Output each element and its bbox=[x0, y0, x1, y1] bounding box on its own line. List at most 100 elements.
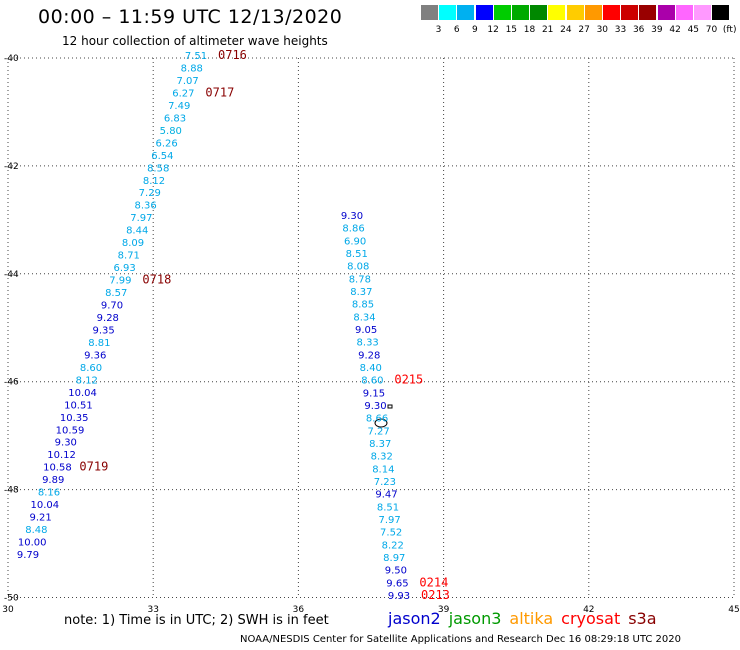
scale-swatch bbox=[603, 5, 620, 20]
wave-height-value: 8.08 bbox=[347, 262, 369, 273]
credit-line: NOAA/NESDIS Center for Satellite Applica… bbox=[240, 634, 682, 645]
wave-height-value: 8.51 bbox=[346, 249, 368, 260]
wave-height-value: 10.59 bbox=[56, 425, 85, 436]
wave-height-value: 9.93 bbox=[388, 591, 410, 602]
scale-label: 27 bbox=[578, 25, 590, 35]
wave-height-value: 8.12 bbox=[143, 176, 165, 187]
wave-height-value: 7.27 bbox=[368, 426, 390, 437]
satellite-track-west: 7.518.88 7.076.27 7.496.83 5.806.26 6.548.58… bbox=[17, 48, 247, 561]
scale-swatch bbox=[475, 5, 493, 20]
wave-height-value: 8.66 bbox=[366, 414, 388, 425]
scale-swatch bbox=[421, 5, 438, 20]
wave-height-value: 7.07 bbox=[176, 76, 198, 87]
time-label: 0215 bbox=[394, 373, 423, 387]
wave-height-value: 10.04 bbox=[68, 388, 97, 399]
wave-height-value: 9.30 bbox=[55, 438, 77, 449]
wave-height-value: 8.85 bbox=[352, 300, 374, 311]
wave-height-value: 9.21 bbox=[29, 513, 51, 524]
lat-tick-label: -44 bbox=[4, 270, 19, 280]
wave-height-value: 6.93 bbox=[113, 263, 135, 274]
wave-height-value: 10.51 bbox=[64, 400, 93, 411]
wave-height-value: 8.37 bbox=[350, 287, 372, 298]
coastline bbox=[374, 404, 393, 428]
scale-label: 12 bbox=[487, 25, 499, 35]
scale-label: 45 bbox=[687, 25, 700, 35]
lon-tick-label: 33 bbox=[147, 605, 158, 615]
scale-label: 30 bbox=[596, 25, 609, 35]
scale-swatch bbox=[584, 5, 602, 20]
scale-label: 33 bbox=[614, 25, 627, 35]
lat-tick-label: -50 bbox=[4, 594, 19, 604]
wave-height-value: 9.30 bbox=[341, 211, 363, 222]
lon-tick-label: 36 bbox=[293, 605, 305, 615]
wave-height-value: 8.09 bbox=[122, 238, 144, 249]
time-label: 0213 bbox=[421, 588, 450, 602]
scale-swatch bbox=[566, 5, 584, 20]
lon-tick-label: 45 bbox=[728, 605, 739, 615]
scale-label: 24 bbox=[560, 25, 572, 35]
lat-tick-label: -40 bbox=[4, 54, 19, 64]
wave-height-value: 8.78 bbox=[349, 274, 371, 285]
lon-tick-label: 42 bbox=[583, 605, 594, 615]
scale-label: 70 bbox=[705, 25, 718, 35]
wave-height-value: 10.00 bbox=[18, 538, 47, 549]
time-label: 0719 bbox=[79, 460, 108, 474]
wave-height-value: 8.88 bbox=[181, 63, 203, 74]
wave-height-value: 8.97 bbox=[383, 553, 405, 564]
scale-label: 15 bbox=[505, 25, 518, 35]
wave-height-value: 9.30 bbox=[364, 401, 386, 412]
wave-height-value: 7.29 bbox=[139, 188, 161, 199]
wave-height-value: 8.71 bbox=[118, 251, 140, 262]
axis-ticks: 30 33 36 39 42 45 -40 -42 -44 -46 -48 -50 bbox=[2, 54, 739, 615]
wave-height-value: 8.44 bbox=[126, 226, 148, 237]
legend-altika: altika bbox=[509, 609, 554, 628]
scale-label: 42 bbox=[669, 25, 681, 35]
wave-height-value: 9.15 bbox=[363, 388, 385, 399]
legend-s3a: s3a bbox=[628, 609, 657, 628]
wave-height-value: 9.35 bbox=[92, 325, 114, 336]
wave-height-value: 8.58 bbox=[147, 163, 169, 174]
wave-height-value: 9.05 bbox=[355, 325, 377, 336]
wave-height-value: 9.70 bbox=[101, 301, 123, 312]
wave-height-value: 10.35 bbox=[60, 413, 89, 424]
scale-swatch bbox=[457, 5, 475, 20]
time-label: 0214 bbox=[419, 575, 448, 589]
scale-swatch bbox=[621, 5, 639, 20]
satellite-track-east: 9.30 8.866.90 8.51 8.088.78 8.37 8.858.34 9.05… bbox=[341, 211, 450, 602]
time-label: 0717 bbox=[205, 85, 234, 99]
scale-label: 9 bbox=[472, 25, 478, 35]
scale-label: (ft) bbox=[722, 25, 737, 35]
scale-label: 36 bbox=[632, 25, 645, 35]
wave-height-value: 8.12 bbox=[76, 375, 98, 386]
wave-height-value: 6.26 bbox=[155, 138, 177, 149]
wave-height-value: 8.37 bbox=[369, 439, 391, 450]
scale-swatch bbox=[639, 5, 657, 20]
wave-height-value: 5.80 bbox=[160, 126, 182, 137]
wave-height-value: 7.51 bbox=[185, 51, 207, 62]
wave-height-value: 6.90 bbox=[344, 236, 366, 247]
wave-height-value: 7.49 bbox=[168, 101, 190, 112]
wave-height-value: 7.97 bbox=[378, 515, 400, 526]
wave-height-value: 7.97 bbox=[130, 213, 152, 224]
wave-height-value: 8.36 bbox=[134, 201, 156, 212]
wave-height-value: 8.32 bbox=[371, 452, 393, 463]
wave-height-value: 8.16 bbox=[38, 488, 60, 499]
wave-height-value: 9.65 bbox=[386, 578, 408, 589]
wave-height-value: 8.33 bbox=[357, 338, 379, 349]
lon-tick-label: 30 bbox=[2, 605, 14, 615]
wave-height-value: 9.89 bbox=[42, 475, 64, 486]
wave-height-value: 8.34 bbox=[353, 312, 375, 323]
wave-height-value: 8.60 bbox=[361, 376, 383, 387]
wave-height-value: 7.23 bbox=[374, 477, 396, 488]
lat-tick-label: -48 bbox=[4, 486, 19, 496]
scale-label: 39 bbox=[651, 25, 663, 35]
wave-height-value: 9.36 bbox=[84, 350, 106, 361]
wave-height-value: 7.52 bbox=[380, 528, 402, 539]
wave-height-value: 10.12 bbox=[47, 450, 76, 461]
lon-tick-label: 39 bbox=[438, 605, 450, 615]
time-label: 0716 bbox=[218, 48, 247, 62]
legend-jason2: jason2 bbox=[388, 609, 441, 628]
wave-height-value: 9.28 bbox=[97, 313, 119, 324]
wave-height-value: 7.99 bbox=[109, 276, 131, 287]
legend-cryosat: cryosat bbox=[561, 609, 621, 628]
